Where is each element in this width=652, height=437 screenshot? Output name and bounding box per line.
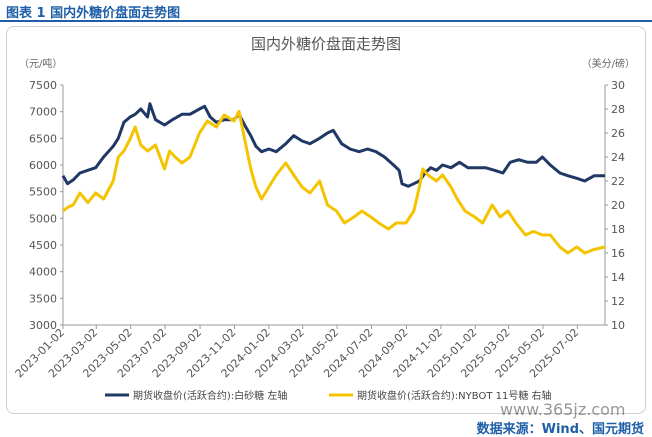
left-tick-label: 6000 [29,159,57,172]
series-line-1 [61,102,605,188]
right-tick-label: 30 [611,79,625,92]
legend: 期货收盘价(活跃合约):白砂糖 左轴 期货收盘价(活跃合约):NYBOT 11号糖… [105,389,552,402]
left-axis-unit: （元/吨） [19,57,62,70]
legend-label: 期货收盘价(活跃合约):NYBOT 11号糖 右轴 [357,389,552,402]
right-tick-label: 24 [611,151,625,164]
x-axis: 2023-01-022023-03-022023-05-022023-07-02… [13,325,581,380]
right-tick-label: 28 [611,103,625,116]
sugar-price-chart: 国内外糖价盘面走势图 （元/吨） （美分/磅） 3000 3500 4000 4500… [13,35,635,402]
right-tick-label: 20 [611,199,625,212]
right-tick-label: 14 [611,271,625,284]
left-tick-label: 4000 [29,266,57,279]
left-tick-label: 7500 [29,79,57,92]
right-tick-label: 16 [611,247,625,260]
series-lines [61,102,606,255]
right-tick-label: 26 [611,127,625,140]
right-axis: 10 12 14 16 18 20 22 24 26 28 30 [605,79,625,332]
right-axis-unit: （美分/磅） [582,57,635,70]
gridlines [62,85,606,326]
chart-title: 国内外糖价盘面走势图 [251,35,401,53]
left-tick-label: 3500 [29,292,57,305]
left-tick-label: 5500 [29,186,57,199]
right-tick-label: 12 [611,295,625,308]
left-tick-label: 7000 [29,106,57,119]
series-line-2 [62,109,606,255]
left-tick-label: 5000 [29,212,57,225]
left-tick-label: 4500 [29,239,57,252]
figure-label: 图表 1 国内外糖价盘面走势图 [6,6,181,21]
figure-header: 图表 1 国内外糖价盘面走势图 [0,0,652,22]
chart-frame: 国内外糖价盘面走势图 （元/吨） （美分/磅） 3000 3500 4000 4500… [6,26,646,414]
source-note: 数据来源：Wind、国元期货 [476,422,644,437]
left-axis: 3000 3500 4000 4500 5000 5500 6000 6500 7000 7500 [29,79,63,332]
right-tick-label: 18 [611,223,625,236]
left-tick-label: 6500 [29,132,57,145]
left-tick-label: 3000 [29,319,57,332]
right-tick-label: 10 [611,319,625,332]
watermark: www.365jz.com [500,400,626,419]
legend-label: 期货收盘价(活跃合约):白砂糖 左轴 [133,389,287,402]
right-tick-label: 22 [611,175,625,188]
